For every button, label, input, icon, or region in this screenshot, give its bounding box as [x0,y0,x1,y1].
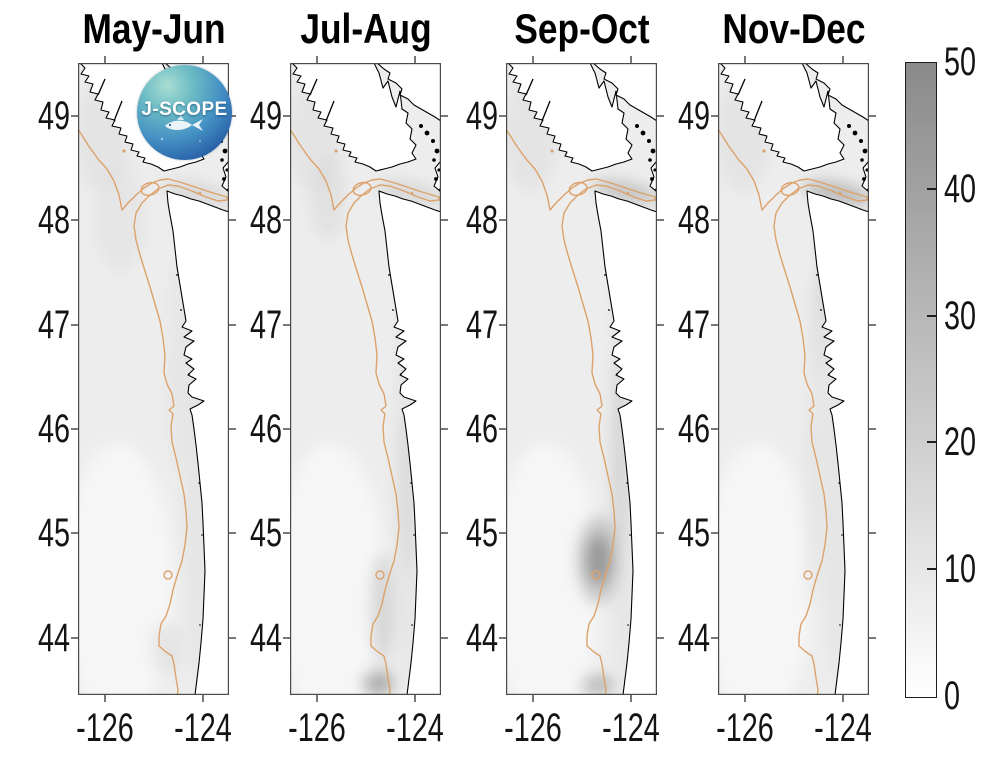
y-tick-label: 48 [37,198,70,242]
colorbar-tick [927,568,936,571]
y-tick-label: 45 [677,511,710,555]
y-tick-label: 46 [37,407,70,451]
y-tick-label: 47 [249,303,282,347]
y-tick-label: 48 [677,198,710,242]
y-tick-label: 47 [37,303,70,347]
fish-icon [160,104,208,142]
x-tick-label: -124 [602,706,660,750]
colorbar-tick [927,441,936,444]
y-tick-label: 46 [249,407,282,451]
x-tick-label: -126 [76,706,134,750]
map-panel-0 [71,56,236,702]
y-tick-label: 44 [677,616,710,660]
y-tick-label: 44 [249,616,282,660]
panel-title-0: May-Jun [81,5,226,52]
y-tick-label: 48 [465,198,498,242]
y-tick-label: 45 [465,511,498,555]
y-tick-label: 49 [249,94,282,138]
logo-text: J-SCOPE [141,99,228,120]
y-tick-label: 49 [677,94,710,138]
y-tick-label: 49 [37,94,70,138]
x-tick-label: -124 [814,706,872,750]
map-panel-3 [711,56,876,702]
colorbar-gradient [905,62,937,698]
y-tick-label: 45 [249,511,282,555]
y-tick-label: 44 [465,616,498,660]
y-tick-label: 47 [677,303,710,347]
colorbar-tick-label: 50 [944,40,977,84]
map-panel-2 [499,56,664,702]
x-tick-label: -124 [174,706,232,750]
y-tick-label: 45 [37,511,70,555]
y-tick-label: 48 [249,198,282,242]
y-tick-label: 46 [465,407,498,451]
y-tick-label: 46 [677,407,710,451]
colorbar-tick-label: 0 [944,674,961,718]
panel-title-1: Jul-Aug [299,5,432,52]
jscope-logo: J-SCOPE [137,65,232,160]
colorbar-tick-label: 10 [944,547,977,592]
colorbar-tick-label: 30 [944,293,977,338]
x-tick-label: -126 [288,706,346,750]
panel-title-2: Sep-Oct [513,5,650,52]
x-tick-label: -124 [386,706,444,750]
map-panel-1 [283,56,448,702]
x-tick-label: -126 [716,706,774,750]
x-tick-label: -126 [504,706,562,750]
y-tick-label: 49 [465,94,498,138]
y-tick-label: 44 [37,616,70,660]
colorbar-tick-label: 20 [944,420,977,465]
colorbar-tick [927,314,936,317]
y-tick-label: 47 [465,303,498,347]
colorbar-tick [927,187,936,190]
panel-title-3: Nov-Dec [721,5,866,52]
colorbar-tick-label: 40 [944,166,977,211]
